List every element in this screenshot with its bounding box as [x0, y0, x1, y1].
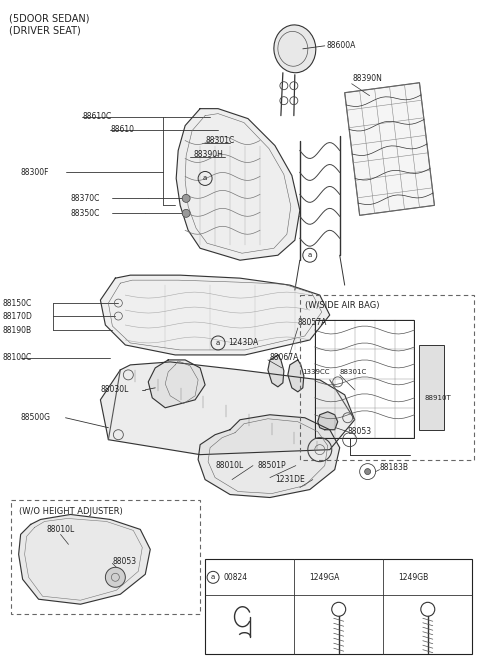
- Bar: [420, 345, 444, 430]
- Text: 88030L: 88030L: [100, 385, 129, 395]
- Polygon shape: [268, 355, 284, 387]
- Text: 88390N: 88390N: [353, 74, 383, 83]
- Text: 1249GA: 1249GA: [309, 573, 339, 582]
- Text: (5DOOR SEDAN): (5DOOR SEDAN): [9, 14, 89, 24]
- Text: 00824: 00824: [223, 573, 247, 582]
- Text: 1339CC: 1339CC: [302, 369, 329, 375]
- Text: 88500G: 88500G: [21, 413, 50, 422]
- Text: 88610: 88610: [110, 125, 134, 134]
- Circle shape: [182, 209, 190, 217]
- Text: 88910T: 88910T: [424, 395, 451, 401]
- Text: a: a: [216, 340, 220, 346]
- Polygon shape: [288, 360, 304, 392]
- Circle shape: [106, 567, 125, 587]
- Text: a: a: [308, 252, 312, 258]
- Text: (DRIVER SEAT): (DRIVER SEAT): [9, 26, 81, 36]
- Bar: [11, 500, 200, 614]
- Text: 1231DE: 1231DE: [275, 475, 305, 484]
- Text: 88010L: 88010L: [47, 525, 75, 534]
- Text: 88183B: 88183B: [380, 463, 408, 472]
- Text: 88300F: 88300F: [21, 168, 49, 177]
- Text: 88057A: 88057A: [298, 318, 327, 326]
- Text: 88067A: 88067A: [270, 354, 300, 362]
- Text: 1249GB: 1249GB: [398, 573, 429, 582]
- Polygon shape: [19, 514, 150, 604]
- Polygon shape: [148, 360, 205, 408]
- Text: a: a: [211, 575, 215, 581]
- Text: (W/O HEIGHT ADJUSTER): (W/O HEIGHT ADJUSTER): [19, 507, 122, 516]
- Polygon shape: [176, 109, 300, 260]
- Text: 88301C: 88301C: [340, 369, 367, 375]
- Ellipse shape: [274, 25, 316, 73]
- Text: 88150C: 88150C: [3, 299, 32, 308]
- Polygon shape: [100, 275, 330, 355]
- Polygon shape: [345, 83, 434, 215]
- Text: 88610C: 88610C: [83, 112, 112, 121]
- Text: 88010L: 88010L: [215, 461, 243, 470]
- Text: 88170D: 88170D: [3, 312, 33, 320]
- Text: (W/SIDE AIR BAG): (W/SIDE AIR BAG): [305, 301, 379, 310]
- Text: 88350C: 88350C: [71, 209, 100, 218]
- Text: 88600A: 88600A: [327, 41, 356, 50]
- Text: 88301C: 88301C: [205, 136, 234, 145]
- Text: 88100C: 88100C: [3, 354, 32, 362]
- Text: 88390H: 88390H: [193, 150, 223, 159]
- Text: 88370C: 88370C: [71, 194, 100, 203]
- Text: 88053: 88053: [112, 557, 136, 566]
- Polygon shape: [318, 412, 338, 430]
- Bar: [205, 559, 472, 654]
- Text: 88053: 88053: [348, 427, 372, 436]
- Text: 88190B: 88190B: [3, 326, 32, 334]
- Bar: [300, 295, 474, 459]
- Bar: [315, 320, 415, 438]
- Circle shape: [365, 469, 371, 475]
- Text: a: a: [203, 175, 207, 181]
- Polygon shape: [198, 415, 340, 498]
- Text: 1243DA: 1243DA: [228, 338, 258, 348]
- Text: 88501P: 88501P: [258, 461, 287, 470]
- Circle shape: [182, 195, 190, 203]
- Polygon shape: [100, 362, 355, 455]
